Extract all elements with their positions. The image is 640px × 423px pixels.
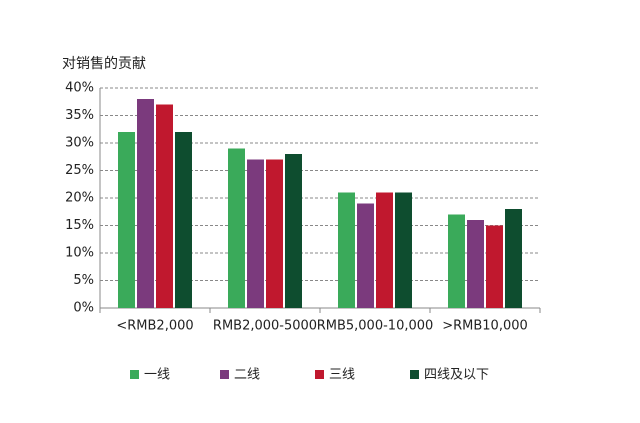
legend-label: 四线及以下 <box>424 368 489 383</box>
bar <box>285 154 302 308</box>
bar <box>486 225 503 308</box>
y-tick-label: 35% <box>65 108 94 123</box>
legend-label: 二线 <box>234 368 260 383</box>
legend-label: 三线 <box>329 368 355 383</box>
legend-swatch <box>410 370 419 379</box>
y-tick-label: 25% <box>65 163 94 178</box>
bar <box>467 220 484 308</box>
bar <box>228 148 245 308</box>
y-tick-label: 0% <box>73 301 94 316</box>
legend-label: 一线 <box>144 368 170 383</box>
bar <box>376 192 393 308</box>
x-tick-label: RMB5,000-10,000 <box>317 319 434 334</box>
x-tick-label: >RMB10,000 <box>442 319 528 334</box>
bar <box>357 203 374 308</box>
bar <box>448 214 465 308</box>
legend-swatch <box>315 370 324 379</box>
legend-swatch <box>130 370 139 379</box>
y-tick-label: 5% <box>73 273 94 288</box>
y-tick-label: 10% <box>65 246 94 261</box>
bar <box>137 99 154 308</box>
x-tick-label: <RMB2,000 <box>116 319 193 334</box>
bar <box>395 192 412 308</box>
bar <box>338 192 355 308</box>
bar <box>118 132 135 308</box>
x-tick-label: RMB2,000-5000 <box>213 319 317 334</box>
bar <box>247 159 264 308</box>
y-tick-label: 15% <box>65 218 94 233</box>
y-tick-label: 30% <box>65 136 94 151</box>
y-tick-label: 20% <box>65 191 94 206</box>
bar <box>156 104 173 308</box>
y-tick-label: 40% <box>65 81 94 96</box>
bar <box>175 132 192 308</box>
legend-swatch <box>220 370 229 379</box>
bar <box>266 159 283 308</box>
y-axis-title: 对销售的贡献 <box>62 56 146 72</box>
bar <box>505 209 522 308</box>
